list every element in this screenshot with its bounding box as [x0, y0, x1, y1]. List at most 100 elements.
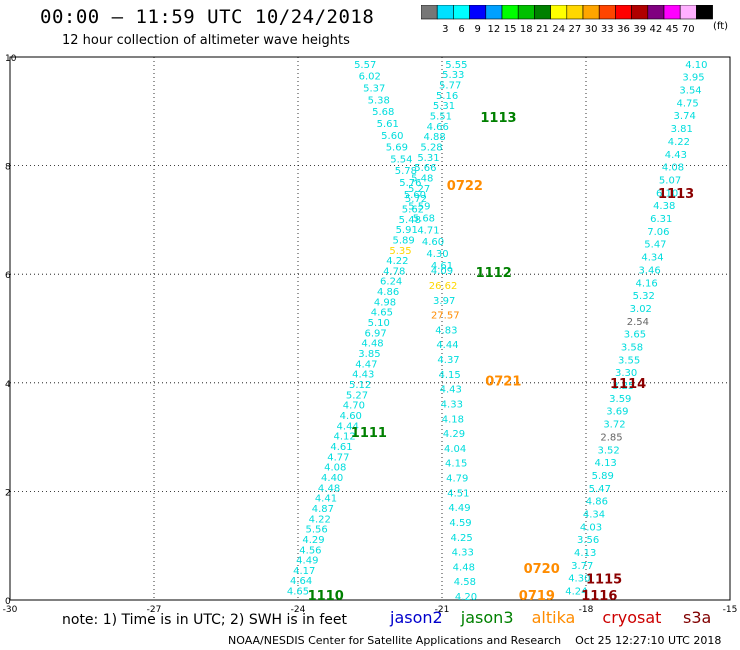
swh-value: 4.33 [452, 548, 474, 559]
swh-value: 4.98 [374, 297, 396, 308]
swh-value: 5.68 [413, 213, 435, 224]
x-tick-label: -30 [3, 605, 18, 615]
legend-bin-label: 9 [475, 24, 481, 35]
swh-value: 27.57 [431, 311, 460, 322]
swh-value: 2.85 [600, 432, 622, 443]
swh-value: 4.49 [448, 503, 470, 514]
swh-value: 4.15 [445, 459, 467, 470]
swh-value: 5.28 [420, 142, 442, 153]
plot-frame [9, 56, 731, 601]
legend-bin-label: 21 [536, 24, 549, 35]
y-tick-label: 4 [5, 380, 11, 390]
swh-value: 6.97 [365, 328, 387, 339]
legend-bin-label: 33 [601, 24, 614, 35]
swh-value: 3.56 [577, 535, 599, 546]
x-tick-label: -21 [435, 605, 450, 615]
legend-bin-label: 39 [633, 24, 646, 35]
swh-value: 3.58 [621, 342, 643, 353]
satellite-jason3: jason3 [460, 608, 514, 627]
swh-value: 5.60 [404, 190, 426, 201]
satellite-s3a: s3a [683, 608, 712, 627]
swh-value: 5.38 [368, 95, 390, 106]
swh-value: 4.30 [426, 249, 448, 260]
swh-value: 4.40 [321, 473, 343, 484]
swh-value: 3.69 [606, 407, 628, 418]
swh-value: 4.22 [386, 256, 408, 267]
swh-value: 3.85 [358, 349, 380, 360]
swh-value: 5.57 [354, 60, 376, 71]
swh-value: 4.44 [337, 421, 359, 432]
swh-value: 5.66 [414, 163, 436, 174]
track-time-label: 1115 [586, 573, 622, 588]
swh-value: 4.13 [574, 548, 596, 559]
swh-value: 4.48 [318, 483, 340, 494]
track-time-label: 0721 [485, 375, 521, 390]
swh-value: 3.81 [671, 124, 693, 135]
swh-value: 3.59 [609, 394, 631, 405]
swh-value: 3.46 [638, 265, 660, 276]
swh-value: 4.43 [352, 370, 374, 381]
swh-value: 4.75 [676, 98, 698, 109]
swh-value: 4.71 [417, 225, 439, 236]
swh-value: 3.54 [679, 86, 701, 97]
swh-value: 5.47 [644, 240, 666, 251]
y-tick-label: 10 [5, 54, 17, 64]
swh-value: 4.47 [355, 359, 377, 370]
track-time-label: 1111 [351, 426, 387, 441]
swh-value: 5.60 [381, 131, 403, 142]
swh-value: 5.56 [306, 525, 328, 536]
swh-value: 4.56 [299, 545, 321, 556]
legend-unit: (ft) [713, 21, 729, 32]
track-time-label: 1110 [308, 589, 344, 604]
legend-bin-label: 15 [504, 24, 517, 35]
swh-value: 5.10 [368, 318, 390, 329]
legend-bin-label: 30 [585, 24, 598, 35]
swh-value: 4.18 [442, 414, 464, 425]
swh-value: 3.74 [674, 111, 696, 122]
x-tick-label: -18 [579, 605, 594, 615]
legend-swatch [696, 5, 713, 20]
swh-value: 4.49 [296, 556, 318, 567]
swh-value: 5.59 [408, 202, 430, 213]
swh-value: 4.79 [446, 474, 468, 485]
swh-value: 3.55 [618, 355, 640, 366]
swh-value: 4.77 [327, 452, 349, 463]
swh-value: 4.03 [580, 522, 602, 533]
y-tick-label: 6 [5, 271, 11, 281]
swh-value: 4.58 [454, 577, 476, 588]
swh-value: 4.04 [444, 444, 466, 455]
swh-value: 5.35 [389, 246, 411, 257]
legend-bin-label: 27 [569, 24, 582, 35]
swh-value: 5.12 [349, 380, 371, 391]
legend-bin-label: 45 [666, 24, 679, 35]
swh-value: 4.86 [586, 497, 608, 508]
swh-value: 5.32 [633, 291, 655, 302]
swh-value: 4.41 [315, 494, 337, 505]
swh-value: 4.83 [435, 325, 457, 336]
swh-value: 4.65 [371, 308, 393, 319]
swh-value: 4.08 [662, 163, 684, 174]
swh-value: 5.27 [346, 390, 368, 401]
swh-value: 3.65 [624, 330, 646, 341]
chart-title: 00:00 – 11:59 UTC 10/24/2018 [40, 6, 375, 28]
swh-value: 5.47 [589, 484, 611, 495]
satellite-altika: altika [531, 608, 576, 627]
swh-value: 4.60 [340, 411, 362, 422]
track-time-label: 1113 [658, 187, 694, 202]
color-legend: 3 6 9 12 15 18 21 24 27 30 33 36 39 42 45 70 [421, 5, 713, 35]
swh-value: 5.72 [405, 194, 427, 205]
swh-value: 4.51 [447, 488, 469, 499]
footer-credit: NOAA/NESDIS Center for Satellite Applica… [228, 634, 722, 647]
swh-value: 3.30 [615, 368, 637, 379]
swh-value: 5.31 [417, 153, 439, 164]
legend-bin-label: 36 [617, 24, 630, 35]
swh-value: 4.29 [302, 535, 324, 546]
track-time-label: 0720 [524, 562, 560, 577]
legend-bin-label: 24 [552, 24, 565, 35]
swh-value: 4.65 [287, 587, 309, 598]
swh-value: 4.24 [565, 587, 587, 598]
swh-value: 4.66 [427, 122, 449, 133]
swh-value: 5.37 [363, 83, 385, 94]
swh-value: 4.87 [312, 504, 334, 515]
track-time-label: 1112 [476, 266, 512, 281]
